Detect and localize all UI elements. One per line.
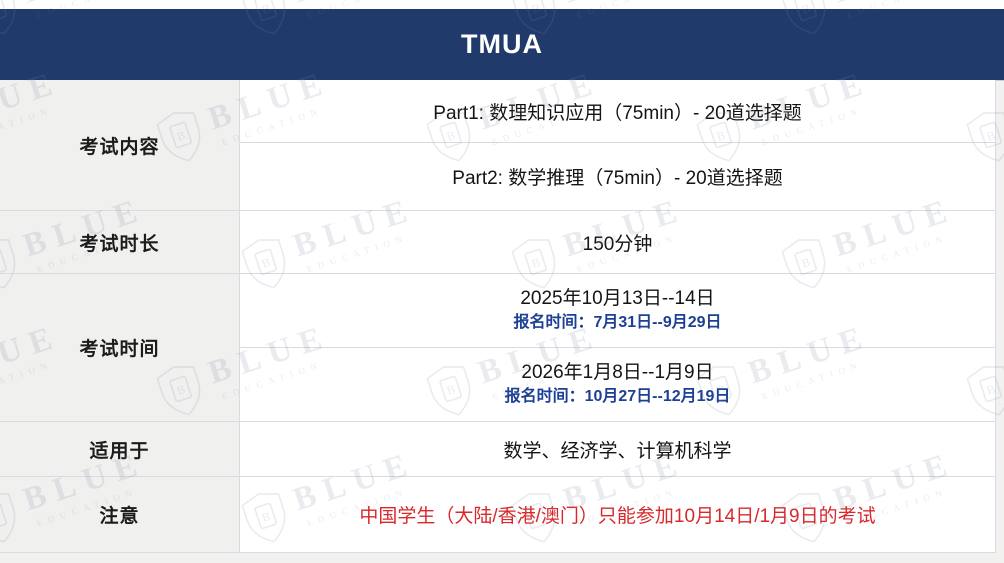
cell-part2: Part2: 数学推理（75min）- 20道选择题 xyxy=(240,143,996,211)
cell-session-2025: 2025年10月13日--14日 报名时间：7月31日--9月29日 xyxy=(240,274,996,348)
session-2026-registration: 报名时间：10月27日--12月19日 xyxy=(504,388,731,406)
cell-duration: 150分钟 xyxy=(240,211,996,274)
page-top-margin xyxy=(0,0,1004,9)
session-2025-registration: 报名时间：7月31日--9月29日 xyxy=(513,314,722,332)
row-label-note: 注意 xyxy=(0,477,240,553)
session-2025-date: 2025年10月13日--14日 xyxy=(520,287,715,309)
row-label-exam-dates: 考试时间 xyxy=(0,274,240,422)
table-header-bar: TMUA xyxy=(0,9,1004,80)
exam-info-table: 考试内容 Part1: 数理知识应用（75min）- 20道选择题 Part2:… xyxy=(0,80,996,553)
cell-part1: Part1: 数理知识应用（75min）- 20道选择题 xyxy=(240,80,996,143)
row-label-text: 注意 xyxy=(99,506,140,527)
note-text: 中国学生（大陆/香港/澳门）只能参加10月14日/1月9日的考试 xyxy=(359,506,876,527)
row-label-text: 考试时间 xyxy=(79,339,160,360)
row-label-text: 考试时长 xyxy=(79,233,160,255)
cell-session-2026: 2026年1月8日--1月9日 报名时间：10月27日--12月19日 xyxy=(240,348,996,422)
exam-title: TMUA xyxy=(461,29,543,59)
cell-note: 中国学生（大陆/香港/澳门）只能参加10月14日/1月9日的考试 xyxy=(240,477,996,553)
row-label-exam-content: 考试内容 xyxy=(0,80,240,211)
cell-applicable-subjects: 数学、经济学、计算机科学 xyxy=(240,422,996,477)
subjects-text: 数学、经济学、计算机科学 xyxy=(503,440,732,462)
part1-text: Part1: 数理知识应用（75min）- 20道选择题 xyxy=(433,102,802,124)
row-label-applicable-to: 适用于 xyxy=(0,422,240,477)
row-label-text: 考试内容 xyxy=(79,136,160,158)
row-label-exam-duration: 考试时长 xyxy=(0,211,240,274)
duration-text: 150分钟 xyxy=(582,233,653,255)
session-2026-date: 2026年1月8日--1月9日 xyxy=(521,361,714,383)
row-label-text: 适用于 xyxy=(89,440,150,462)
part2-text: Part2: 数学推理（75min）- 20道选择题 xyxy=(452,168,783,189)
